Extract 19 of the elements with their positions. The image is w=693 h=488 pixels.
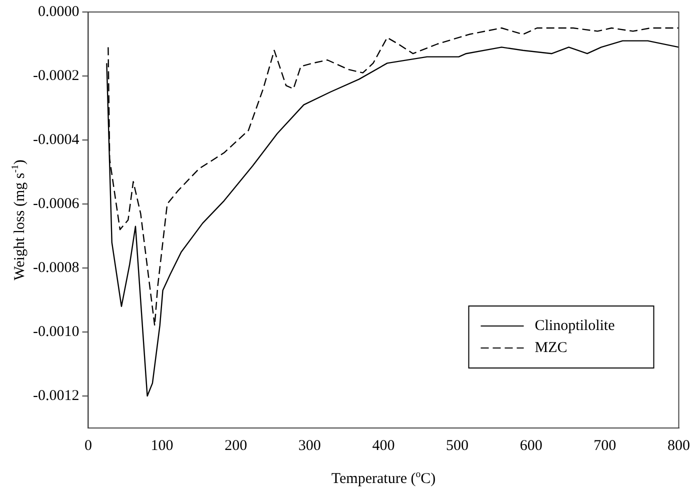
x-tick-label: 200 [224, 438, 248, 454]
y-tick-label: -0.0004 [32, 132, 80, 148]
y-tick-label: -0.0008 [32, 260, 80, 276]
y-axis-title: Weight loss (mg s-1) [10, 160, 28, 280]
x-tick-label: 500 [446, 438, 469, 454]
legend-label: Clinoptilolite [534, 318, 616, 334]
x-tick-label: 0 [84, 438, 92, 454]
x-tick-label: 600 [520, 438, 542, 454]
x-tick-label: 800 [668, 438, 690, 454]
x-tick-label: 400 [372, 438, 395, 454]
legend-label: MZC [534, 340, 568, 356]
y-tick-label: -0.0012 [32, 388, 80, 404]
x-tick-label: 100 [150, 438, 174, 454]
y-tick-label: -0.0010 [32, 324, 80, 340]
x-tick-label: 300 [298, 438, 321, 454]
x-tick-label: 700 [594, 438, 616, 454]
y-tick-label: -0.0006 [32, 196, 80, 212]
y-tick-label: 0.0000 [38, 4, 80, 20]
y-tick-label: -0.0002 [32, 68, 80, 84]
